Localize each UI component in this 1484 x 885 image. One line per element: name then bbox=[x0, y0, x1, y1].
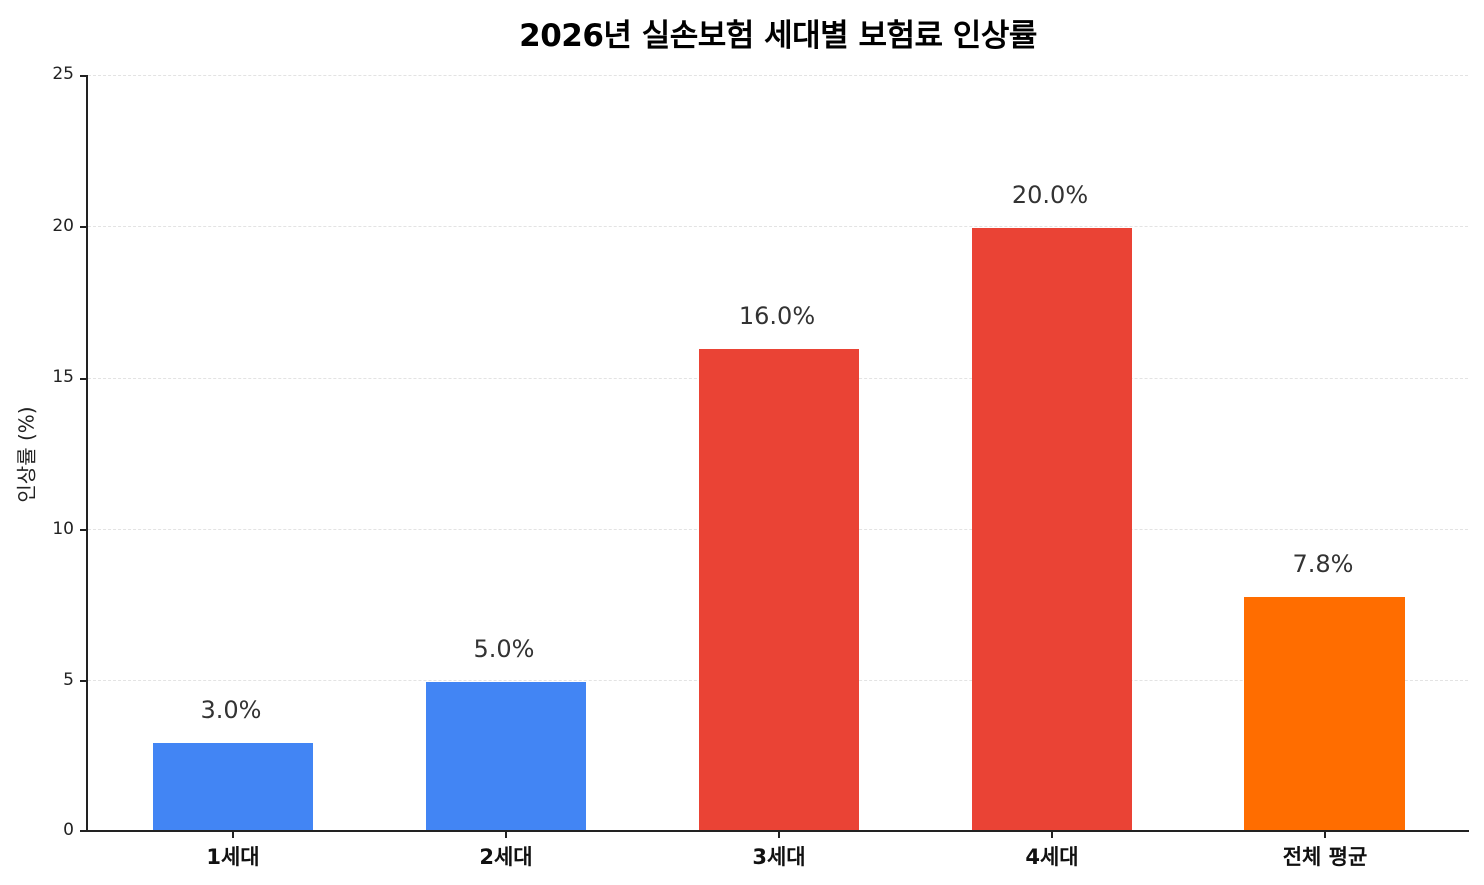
grid-line-25 bbox=[88, 75, 1468, 76]
bar-3rd-gen[interactable] bbox=[699, 349, 859, 831]
y-tick-label-15: 15 bbox=[52, 367, 74, 387]
grid-line-20 bbox=[88, 226, 1468, 227]
value-label-4th-gen: 20.0% bbox=[1011, 181, 1089, 209]
x-axis-line bbox=[86, 830, 1469, 832]
chart-title: 2026년 실손보험 세대별 보험료 인상률 bbox=[519, 18, 1037, 54]
y-tick-label-0: 0 bbox=[63, 820, 74, 840]
y-tick-10 bbox=[80, 529, 86, 531]
x-tick-label-overall-average: 전체 평균 bbox=[1282, 845, 1368, 869]
x-tick-label-4th-gen: 4세대 bbox=[1025, 845, 1079, 869]
y-tick-0 bbox=[80, 830, 86, 832]
y-tick-15 bbox=[80, 378, 86, 380]
bar-2nd-gen[interactable] bbox=[426, 682, 586, 831]
bar-4th-gen[interactable] bbox=[972, 228, 1132, 831]
value-label-2nd-gen: 5.0% bbox=[473, 635, 535, 663]
value-label-3rd-gen: 16.0% bbox=[738, 302, 816, 330]
x-tick-overall-average bbox=[1324, 832, 1326, 838]
y-tick-label-25: 25 bbox=[52, 64, 74, 84]
y-tick-label-20: 20 bbox=[52, 216, 74, 236]
x-tick-label-3rd-gen: 3세대 bbox=[752, 845, 806, 869]
y-tick-5 bbox=[80, 680, 86, 682]
x-tick-4th-gen bbox=[1051, 832, 1053, 838]
y-tick-20 bbox=[80, 226, 86, 228]
y-tick-label-5: 5 bbox=[63, 670, 74, 690]
x-tick-3rd-gen bbox=[778, 832, 780, 838]
x-tick-2nd-gen bbox=[505, 832, 507, 838]
bar-overall-average[interactable] bbox=[1244, 597, 1405, 831]
bar-1st-gen[interactable] bbox=[153, 743, 313, 831]
y-axis-title: 인상률 (%) bbox=[14, 406, 39, 503]
y-tick-25 bbox=[80, 75, 86, 77]
y-axis-line bbox=[86, 75, 88, 832]
y-tick-label-10: 10 bbox=[52, 519, 74, 539]
value-label-overall-average: 7.8% bbox=[1292, 550, 1354, 578]
x-tick-1st-gen bbox=[232, 832, 234, 838]
value-label-1st-gen: 3.0% bbox=[200, 696, 262, 724]
x-tick-label-1st-gen: 1세대 bbox=[206, 845, 260, 869]
x-tick-label-2nd-gen: 2세대 bbox=[479, 845, 533, 869]
